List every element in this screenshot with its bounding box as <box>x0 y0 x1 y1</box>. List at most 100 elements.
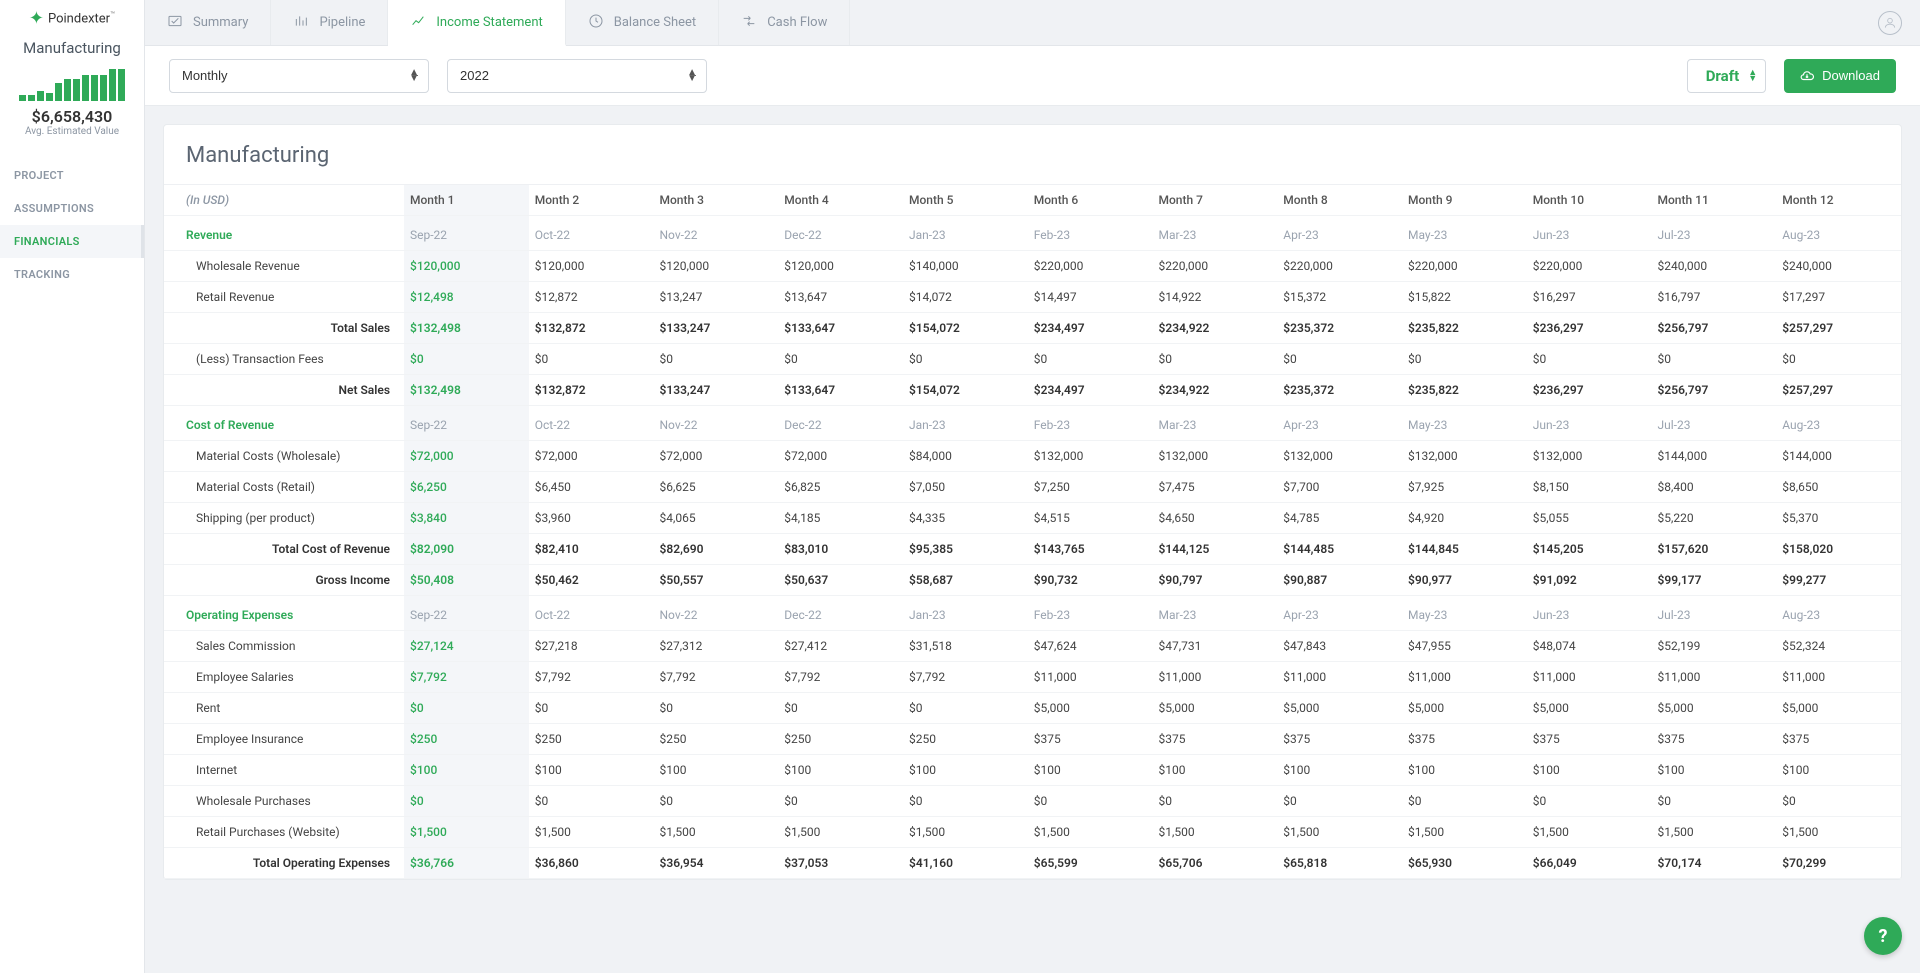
cell: $157,620 <box>1652 534 1777 565</box>
cell: $11,000 <box>1402 662 1527 693</box>
row-label: Retail Revenue <box>164 282 404 313</box>
cell: $17,297 <box>1776 282 1901 313</box>
cell: $65,599 <box>1028 848 1153 879</box>
cell: $31,518 <box>903 631 1028 662</box>
cell: $132,000 <box>1277 441 1402 472</box>
cell: $4,515 <box>1028 503 1153 534</box>
date-header: Feb-23 <box>1028 406 1153 441</box>
cell: $7,700 <box>1277 472 1402 503</box>
project-name: Manufacturing <box>23 39 121 57</box>
nav-item-project[interactable]: PROJECT <box>0 159 144 192</box>
cell: $91,092 <box>1527 565 1652 596</box>
nav-item-assumptions[interactable]: ASSUMPTIONS <box>0 192 144 225</box>
month-header: Month 9 <box>1402 185 1527 216</box>
cell: $0 <box>404 786 529 817</box>
cell: $0 <box>1277 786 1402 817</box>
cell: $0 <box>1153 786 1278 817</box>
cell: $250 <box>654 724 779 755</box>
cell: $132,872 <box>529 313 654 344</box>
cell: $0 <box>1402 344 1527 375</box>
cell: $0 <box>903 693 1028 724</box>
cell: $375 <box>1277 724 1402 755</box>
tab-pipeline[interactable]: Pipeline <box>271 0 388 45</box>
cell: $5,000 <box>1527 693 1652 724</box>
nav-item-tracking[interactable]: TRACKING <box>0 258 144 291</box>
cell: $0 <box>903 344 1028 375</box>
cell: $5,220 <box>1652 503 1777 534</box>
cell: $1,500 <box>1153 817 1278 848</box>
date-header: Sep-22 <box>404 216 529 251</box>
cell: $133,647 <box>778 375 903 406</box>
cell: $0 <box>529 344 654 375</box>
cell: $250 <box>404 724 529 755</box>
cell: $250 <box>903 724 1028 755</box>
cell: $15,822 <box>1402 282 1527 313</box>
cell: $240,000 <box>1776 251 1901 282</box>
row-label: Material Costs (Wholesale) <box>164 441 404 472</box>
cell: $7,792 <box>529 662 654 693</box>
cell: $3,960 <box>529 503 654 534</box>
cell: $144,485 <box>1277 534 1402 565</box>
cell: $236,297 <box>1527 375 1652 406</box>
cell: $36,766 <box>404 848 529 879</box>
cell: $1,500 <box>903 817 1028 848</box>
date-header: May-23 <box>1402 406 1527 441</box>
cell: $375 <box>1402 724 1527 755</box>
cell: $120,000 <box>404 251 529 282</box>
status-select[interactable]: Draft ▲▼ <box>1687 59 1766 93</box>
help-fab[interactable]: ? <box>1864 917 1902 955</box>
year-select[interactable]: 2022 <box>447 59 707 93</box>
cell: $5,000 <box>1776 693 1901 724</box>
cell: $41,160 <box>903 848 1028 879</box>
cell: $72,000 <box>404 441 529 472</box>
cell: $235,372 <box>1277 313 1402 344</box>
date-header: Aug-23 <box>1776 216 1901 251</box>
cell: $132,000 <box>1028 441 1153 472</box>
cell: $4,920 <box>1402 503 1527 534</box>
cell: $37,053 <box>778 848 903 879</box>
cell: $154,072 <box>903 313 1028 344</box>
cell: $83,010 <box>778 534 903 565</box>
cell: $145,205 <box>1527 534 1652 565</box>
tabs: SummaryPipelineIncome StatementBalance S… <box>145 0 1878 45</box>
cell: $27,218 <box>529 631 654 662</box>
date-header: Jul-23 <box>1652 596 1777 631</box>
tab-summary[interactable]: Summary <box>145 0 271 45</box>
cell: $8,400 <box>1652 472 1777 503</box>
tab-income-statement[interactable]: Income Statement <box>388 0 565 46</box>
estimated-value-label: Avg. Estimated Value <box>25 126 119 137</box>
cell: $0 <box>654 786 779 817</box>
row-label: Retail Purchases (Website) <box>164 817 404 848</box>
user-avatar[interactable] <box>1878 11 1902 35</box>
month-header: Month 2 <box>529 185 654 216</box>
date-header: Feb-23 <box>1028 596 1153 631</box>
nav-item-financials[interactable]: FINANCIALS <box>0 225 144 258</box>
cell: $0 <box>1028 786 1153 817</box>
cell: $90,977 <box>1402 565 1527 596</box>
cell: $220,000 <box>1028 251 1153 282</box>
cell: $90,797 <box>1153 565 1278 596</box>
month-header: Month 3 <box>654 185 779 216</box>
tab-cash-flow[interactable]: Cash Flow <box>719 0 850 45</box>
cell: $15,372 <box>1277 282 1402 313</box>
tab-balance-sheet[interactable]: Balance Sheet <box>566 0 719 45</box>
cell: $6,625 <box>654 472 779 503</box>
date-header: Sep-22 <box>404 406 529 441</box>
cell: $144,125 <box>1153 534 1278 565</box>
logo[interactable]: ✦ Poindexter™ <box>29 8 115 29</box>
period-select[interactable]: Monthly <box>169 59 429 93</box>
cell: $250 <box>529 724 654 755</box>
tab-icon <box>741 13 757 33</box>
date-header: Jul-23 <box>1652 216 1777 251</box>
cell: $7,250 <box>1028 472 1153 503</box>
cell: $0 <box>1277 344 1402 375</box>
cell: $256,797 <box>1652 313 1777 344</box>
tab-label: Cash Flow <box>767 15 827 30</box>
cell: $58,687 <box>903 565 1028 596</box>
cell: $100 <box>1028 755 1153 786</box>
download-button[interactable]: Download <box>1784 59 1896 93</box>
row-label: Employee Insurance <box>164 724 404 755</box>
cell: $12,872 <box>529 282 654 313</box>
section-label: Revenue <box>164 216 404 251</box>
date-header: Sep-22 <box>404 596 529 631</box>
